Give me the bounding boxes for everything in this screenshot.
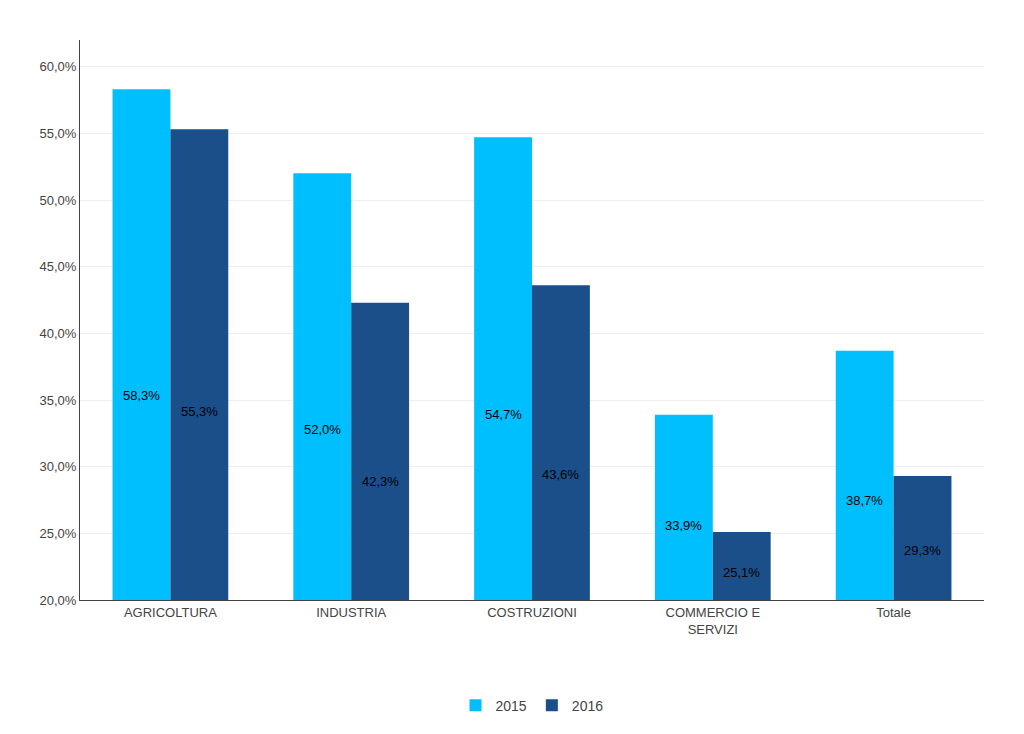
svg-text:50,0%: 50,0% (40, 193, 77, 208)
svg-text:COSTRUZIONI: COSTRUZIONI (487, 605, 577, 620)
svg-text:43,6%: 43,6% (542, 467, 579, 482)
svg-text:29,3%: 29,3% (904, 543, 941, 558)
svg-text:20,0%: 20,0% (40, 593, 77, 608)
svg-text:58,3%: 58,3% (123, 388, 160, 403)
svg-text:55,0%: 55,0% (40, 126, 77, 141)
svg-text:40,0%: 40,0% (40, 326, 77, 341)
svg-text:55,3%: 55,3% (181, 404, 218, 419)
svg-text:COMMERCIO ESERVIZI: COMMERCIO ESERVIZI (665, 605, 760, 637)
svg-text:33,9%: 33,9% (665, 518, 702, 533)
svg-text:42,3%: 42,3% (362, 474, 399, 489)
svg-text:25,0%: 25,0% (40, 526, 77, 541)
svg-text:INDUSTRIA: INDUSTRIA (316, 605, 386, 620)
svg-text:45,0%: 45,0% (40, 259, 77, 274)
svg-text:38,7%: 38,7% (846, 493, 883, 508)
svg-text:30,0%: 30,0% (40, 459, 77, 474)
svg-text:54,7%: 54,7% (485, 407, 522, 422)
svg-text:2016: 2016 (572, 698, 603, 714)
svg-text:52,0%: 52,0% (304, 422, 341, 437)
svg-text:35,0%: 35,0% (40, 393, 77, 408)
svg-text:2015: 2015 (496, 698, 527, 714)
svg-text:Totale: Totale (876, 605, 911, 620)
svg-text:60,0%: 60,0% (40, 59, 77, 74)
svg-text:25,1%: 25,1% (723, 565, 760, 580)
svg-text:AGRICOLTURA: AGRICOLTURA (124, 605, 217, 620)
